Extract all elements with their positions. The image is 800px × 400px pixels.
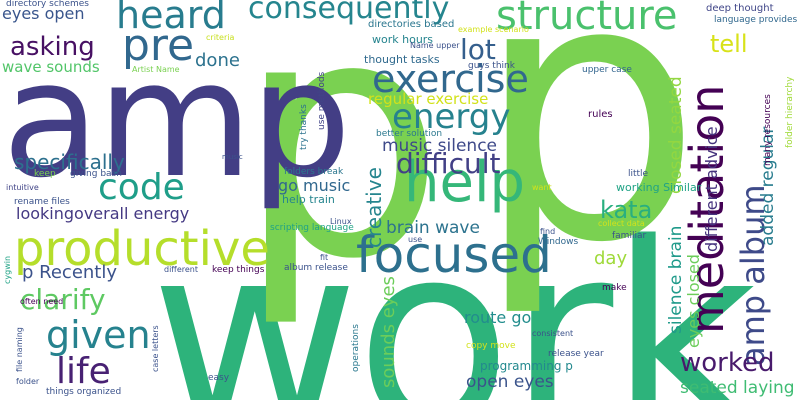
cloud-word-folders-break: folders break [284, 167, 344, 177]
cloud-word-use-methods: use methods [317, 71, 327, 130]
cloud-word-directories-based: directories based [368, 19, 455, 30]
cloud-word-name-upper: Name upper [410, 41, 460, 50]
cloud-word-worked: worked [680, 348, 775, 378]
cloud-word-use: use [408, 235, 423, 244]
cloud-word-case-letters: case letters [151, 325, 160, 372]
cloud-word-eyes-closed: eyes closed [684, 254, 703, 348]
cloud-word-release-year: release year [548, 349, 604, 359]
cloud-word-find: find [540, 227, 556, 236]
cloud-word-structure: structure [496, 0, 678, 39]
cloud-word-copy-move: copy move [466, 341, 516, 351]
cloud-word-creative: creative [362, 167, 386, 248]
cloud-word-artist-name: Artist Name [132, 65, 180, 74]
cloud-word-little: little [628, 169, 649, 179]
cloud-word-asking: asking [10, 32, 95, 62]
cloud-word-keep: keep [34, 169, 56, 179]
cloud-word-seated-laying: seated laying [680, 378, 795, 398]
cloud-word-brain-wave: brain wave [386, 218, 480, 238]
cloud-word-intuitive: intuitive [6, 183, 39, 192]
cloud-word-code: code [98, 167, 185, 208]
cloud-word-p-2: p [474, 0, 703, 321]
cloud-word-looking-overall-energy: lookingoverall energy [16, 204, 190, 223]
cloud-word-difficult: difficult [396, 147, 501, 180]
cloud-word-work-hours: work hours [372, 33, 434, 46]
cloud-word-fit: fit [320, 253, 329, 262]
cloud-word-deep-thought: deep thought [706, 3, 774, 14]
cloud-word-guys-think: guys think [468, 61, 515, 71]
cloud-word-file-naming: file naming [15, 327, 24, 372]
cloud-word-route-go: route go [464, 308, 532, 327]
cloud-word-directory-schemes: directory schemes [6, 0, 89, 9]
cloud-word-better-solution: better solution [376, 129, 443, 139]
cloud-word-language-provides: language provides [714, 15, 798, 25]
cloud-word-heard: heard [116, 0, 226, 37]
cloud-word-want: want [532, 183, 552, 192]
cloud-word-folder: folder [16, 377, 40, 386]
cloud-word-consequently: consequently [248, 0, 450, 26]
cloud-word-windows: Windows [538, 237, 579, 247]
cloud-word-thought-tasks: thought tasks [364, 53, 440, 66]
cloud-word-easy: easy [208, 373, 230, 383]
cloud-word-wave-sounds: wave sounds [2, 58, 100, 76]
cloud-word-sounds-eyes: sounds eyes [378, 276, 399, 388]
cloud-word-things-organized: things organized [46, 387, 122, 397]
cloud-word-specifically: specifically [14, 150, 125, 174]
cloud-word-album-release: album release [284, 263, 348, 273]
cloud-word-help: help [404, 150, 526, 215]
cloud-word-often-need: often need [20, 297, 64, 306]
cloud-word-life: life [56, 351, 111, 392]
cloud-word-open-eyes: open eyes [466, 372, 554, 392]
cloud-word-go-music: go music [278, 176, 351, 195]
cloud-word-programming-p: programming p [480, 359, 573, 373]
cloud-word-upper-case: upper case [582, 65, 632, 75]
cloud-word-different-advice: different advice [702, 126, 721, 252]
cloud-word-work: work [150, 189, 757, 400]
cloud-word-done: done [195, 50, 240, 71]
cloud-word-tell: tell [710, 30, 748, 58]
cloud-word-example-scenario: example scenario [458, 25, 529, 34]
cloud-word-rules: rules [588, 109, 613, 120]
cloud-word-consistent: consistent [532, 329, 574, 338]
cloud-word-productive: productive [14, 221, 270, 277]
cloud-word-regular-exercise: regular exercise [368, 90, 489, 108]
cloud-word-different: different [164, 265, 198, 274]
cloud-word-many-resources: many resources [763, 94, 773, 166]
cloud-word-given: given [46, 313, 151, 357]
cloud-word-exercise: exercise [372, 57, 529, 101]
cloud-word-lot: lot [460, 33, 496, 66]
cloud-word-kata: kata [600, 196, 653, 224]
cloud-word-clarify: clarify [20, 283, 106, 316]
cloud-word-collect-data: collect data [598, 219, 645, 228]
cloud-word-try-thanks: try thanks [299, 104, 309, 150]
cloud-word-closed-seated: closed seated [666, 76, 686, 194]
cloud-word-scripting-language: scripting language [270, 223, 354, 233]
cloud-word-amp: amp [2, 26, 351, 213]
cloud-word-folder-hierarchy: folder hierarchy [785, 76, 795, 148]
cloud-word-focused: focused [356, 226, 552, 284]
cloud-word-eyes-open: eyes open [2, 4, 85, 23]
cloud-word-make: make [602, 283, 627, 293]
cloud-word-day: day [594, 248, 628, 269]
cloud-word-p-1: p [236, 0, 446, 331]
cloud-word-music: music [222, 153, 243, 161]
cloud-word-keep-things: keep things [212, 265, 265, 275]
cloud-word-linux: Linux [330, 217, 352, 226]
cloud-word-familiar: familiar [612, 231, 647, 241]
cloud-word-criteria: criteria [206, 33, 235, 42]
cloud-word-working-similar: working Similar [616, 181, 702, 194]
cloud-word-operations: operations [351, 324, 361, 372]
cloud-word-pre: pre [122, 20, 195, 71]
cloud-word-p-recently: p Recently [22, 262, 118, 283]
cloud-word-rename-files: rename files [14, 197, 70, 207]
cloud-word-help-train: help train [282, 193, 335, 206]
cloud-word-giving-bash: giving bash [70, 169, 122, 179]
cloud-word-music-silence: music silence [382, 136, 498, 156]
cloud-word-silence-brain: silence brain [666, 225, 686, 334]
cloud-word-cygwin: cygwin [3, 255, 12, 284]
cloud-word-energy: energy [392, 97, 511, 137]
